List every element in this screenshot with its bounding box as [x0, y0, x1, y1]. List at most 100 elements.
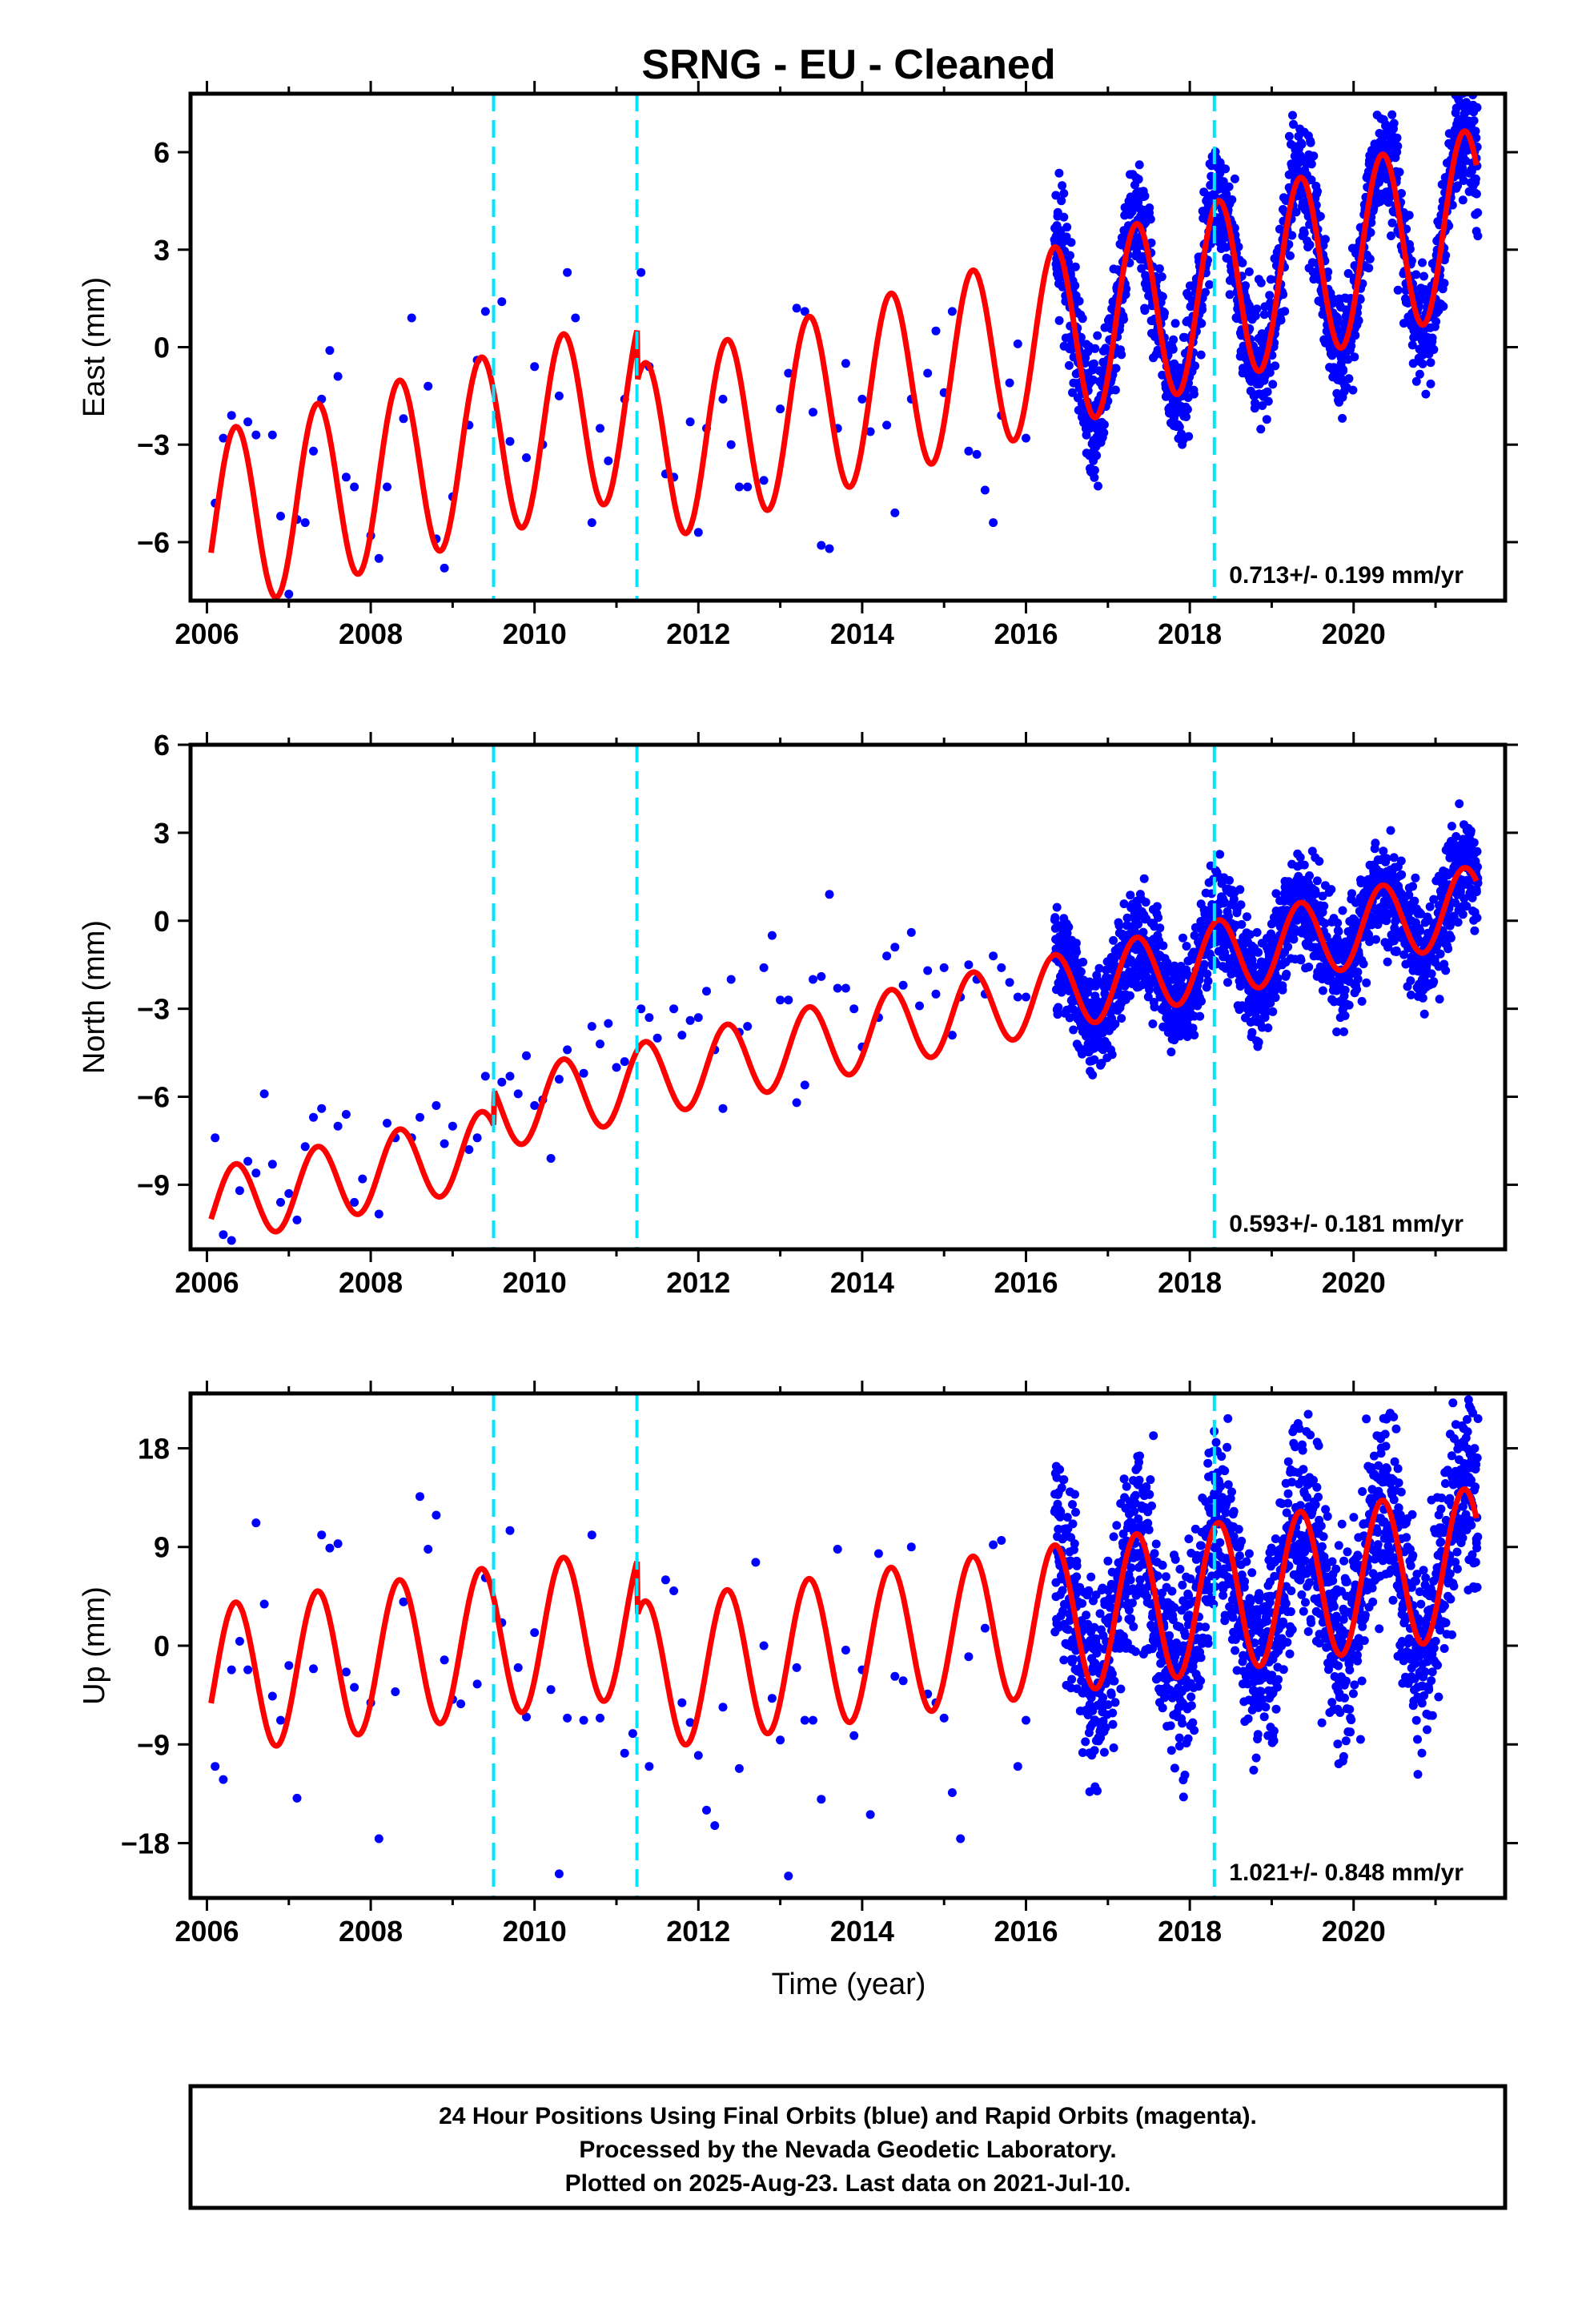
data-point: [1191, 361, 1200, 371]
x-tick-label: 2020: [1322, 617, 1386, 650]
data-point: [1220, 1466, 1230, 1476]
data-point: [522, 1051, 531, 1060]
data-point: [1243, 1714, 1253, 1723]
data-point: [1427, 333, 1437, 343]
data-point: [1176, 974, 1186, 983]
data-point: [1198, 305, 1207, 315]
velocity-rate-label: 0.713+/- 0.199 mm/yr: [1229, 562, 1464, 589]
data-point: [1139, 874, 1149, 883]
data-point: [1455, 799, 1464, 809]
data-point: [1319, 901, 1329, 911]
data-point: [1279, 290, 1288, 300]
data-point: [964, 446, 974, 456]
data-point: [407, 313, 416, 323]
data-point: [1268, 1007, 1278, 1016]
data-point: [259, 1089, 269, 1099]
data-point: [530, 1101, 540, 1110]
data-point: [1392, 133, 1402, 143]
data-point: [1108, 1708, 1118, 1718]
panel-north: 2006 2008 2010 2012 2014 2016 2018 2020−9−6−303…: [78, 729, 1518, 1299]
data-point: [1435, 949, 1445, 959]
data-point: [1201, 287, 1210, 297]
data-point: [251, 1168, 261, 1178]
data-point: [1263, 396, 1273, 406]
data-point: [1315, 211, 1325, 221]
data-point: [1418, 258, 1427, 267]
data-point: [432, 1101, 441, 1110]
data-point: [1332, 1027, 1342, 1036]
data-point: [809, 1715, 817, 1725]
data-point: [939, 963, 949, 972]
data-point: [1099, 1747, 1109, 1757]
data-point: [1282, 969, 1291, 979]
data-point: [636, 1004, 646, 1014]
data-point: [1119, 1474, 1129, 1484]
data-point: [456, 1699, 466, 1709]
data-point: [1315, 857, 1324, 866]
data-point: [751, 1558, 761, 1567]
data-point: [300, 518, 310, 528]
data-point: [825, 890, 834, 899]
data-point: [817, 1795, 826, 1804]
data-point: [1348, 385, 1358, 395]
data-point: [1353, 975, 1363, 984]
data-point: [1215, 1538, 1225, 1547]
data-point: [947, 307, 957, 316]
data-point: [374, 553, 383, 563]
data-point: [309, 1664, 318, 1674]
data-point: [1050, 913, 1060, 923]
data-point: [1351, 331, 1360, 340]
data-point: [1328, 294, 1338, 304]
data-point: [1129, 1622, 1138, 1631]
y-tick-label: 3: [154, 234, 170, 267]
data-point: [1312, 876, 1322, 886]
data-point: [596, 1713, 604, 1723]
x-tick-label: 2016: [994, 1266, 1058, 1299]
data-point: [759, 1641, 769, 1651]
data-point: [1188, 1718, 1198, 1727]
data-point: [702, 987, 711, 996]
data-point: [1447, 822, 1456, 831]
data-point: [1205, 279, 1215, 289]
data-point: [1180, 332, 1190, 342]
data-point: [1078, 1598, 1087, 1608]
data-point: [1347, 889, 1356, 899]
data-point: [1408, 359, 1418, 368]
data-point: [1201, 1622, 1211, 1632]
model-fit-line: [208, 128, 1480, 601]
data-point: [219, 433, 228, 443]
data-point: [865, 1810, 875, 1819]
data-point: [784, 1872, 793, 1881]
data-point: [522, 453, 531, 462]
data-point: [1224, 911, 1233, 921]
data-point: [1169, 335, 1178, 344]
data-point: [1407, 256, 1416, 266]
y-tick-label: 3: [154, 817, 170, 850]
data-point: [416, 1112, 424, 1122]
data-point: [1013, 992, 1022, 1002]
data-point: [1289, 935, 1299, 944]
data-point: [1238, 258, 1247, 267]
data-point: [1289, 119, 1298, 129]
data-point: [235, 1186, 244, 1196]
y-tick-label: 6: [154, 136, 170, 169]
data-point: [546, 1685, 556, 1695]
data-point: [1127, 1598, 1137, 1608]
data-point: [693, 1751, 703, 1760]
data-point: [1359, 959, 1368, 969]
data-point: [211, 1133, 220, 1143]
data-point: [1158, 1561, 1167, 1570]
data-point: [276, 1197, 285, 1207]
y-tick-label: 0: [154, 905, 170, 938]
data-point: [956, 1834, 966, 1844]
data-point: [1119, 899, 1129, 909]
data-point: [1190, 1726, 1199, 1735]
data-point: [1284, 131, 1294, 141]
data-point: [1295, 853, 1305, 862]
data-point: [1251, 1753, 1261, 1763]
data-point: [1284, 877, 1294, 887]
data-point: [890, 1671, 900, 1681]
data-point: [1415, 926, 1425, 935]
data-point: [604, 1019, 613, 1028]
data-point: [1320, 919, 1330, 928]
